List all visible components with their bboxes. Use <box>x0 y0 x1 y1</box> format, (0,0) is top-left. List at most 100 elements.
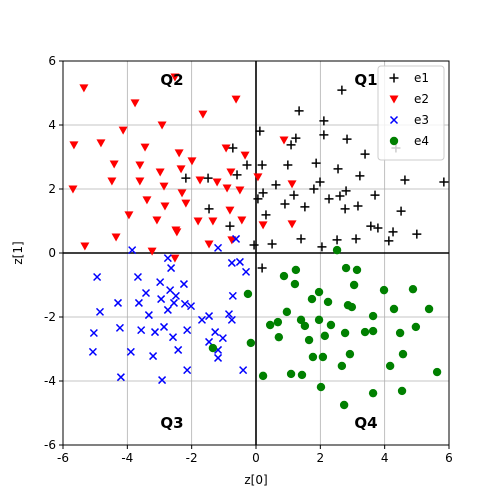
point <box>225 221 235 231</box>
point <box>337 85 347 95</box>
point <box>286 369 296 379</box>
point <box>324 194 334 204</box>
point <box>80 242 90 251</box>
point <box>385 361 395 371</box>
point <box>79 84 89 93</box>
point <box>174 149 184 158</box>
point <box>258 371 268 381</box>
y-axis-label: z[1] <box>11 241 25 264</box>
point <box>355 171 365 181</box>
point <box>115 323 124 332</box>
point <box>246 338 256 348</box>
point <box>150 328 160 337</box>
point <box>253 194 263 204</box>
point <box>304 335 314 345</box>
point <box>267 239 277 249</box>
point <box>319 116 329 126</box>
point <box>96 139 106 148</box>
point <box>370 190 380 200</box>
point <box>176 165 186 174</box>
point <box>432 367 442 377</box>
y-tick-label: 0 <box>48 246 56 260</box>
point <box>368 311 378 321</box>
point <box>279 136 289 145</box>
point <box>341 186 351 196</box>
point <box>289 190 299 200</box>
point <box>373 223 383 233</box>
point <box>300 321 310 331</box>
point <box>88 347 97 356</box>
x-tick-label: 4 <box>381 451 389 465</box>
point <box>142 196 152 205</box>
point <box>163 254 172 263</box>
point <box>265 320 275 330</box>
x-tick-label: -6 <box>57 451 69 465</box>
point <box>224 310 234 319</box>
point <box>294 106 304 116</box>
point <box>198 110 208 119</box>
point <box>314 315 324 325</box>
point <box>211 328 220 337</box>
point <box>181 199 191 208</box>
point <box>241 267 251 276</box>
legend-label: e3 <box>414 113 429 127</box>
x-tick-label: -2 <box>186 451 198 465</box>
point <box>159 182 169 191</box>
point <box>388 227 398 237</box>
x-tick-label: 6 <box>445 451 453 465</box>
point <box>156 278 165 287</box>
point <box>318 352 328 362</box>
y-tick-label: 6 <box>48 54 56 68</box>
point <box>203 173 213 183</box>
point <box>89 328 98 338</box>
point <box>333 164 343 174</box>
point <box>147 247 157 256</box>
point <box>95 307 105 316</box>
point <box>271 180 281 190</box>
point <box>204 204 214 214</box>
point <box>68 185 78 194</box>
legend-marker <box>389 136 399 146</box>
point <box>126 347 135 356</box>
point <box>226 168 236 177</box>
point <box>335 191 345 201</box>
point <box>177 189 187 198</box>
point <box>235 257 244 266</box>
point <box>273 317 283 327</box>
legend-marker <box>389 95 399 104</box>
point <box>231 95 241 104</box>
point <box>368 326 378 336</box>
point <box>116 373 125 382</box>
point <box>141 288 151 298</box>
point <box>168 333 178 342</box>
point <box>424 304 434 314</box>
point <box>296 234 306 244</box>
point <box>69 141 79 150</box>
point <box>235 186 245 195</box>
point <box>111 233 121 242</box>
point <box>124 211 134 220</box>
point <box>311 158 321 168</box>
point <box>242 160 252 170</box>
point <box>397 386 407 396</box>
point <box>157 121 167 130</box>
point <box>171 291 180 300</box>
point <box>439 177 449 187</box>
point <box>291 265 301 275</box>
point <box>149 352 158 361</box>
point <box>228 143 238 153</box>
point <box>257 160 267 170</box>
point <box>345 349 355 359</box>
legend-label: e4 <box>414 134 429 148</box>
point <box>239 366 248 375</box>
point <box>227 236 237 245</box>
point <box>352 265 362 275</box>
point <box>258 221 268 230</box>
point <box>227 315 236 324</box>
point <box>314 287 324 297</box>
point <box>319 130 329 140</box>
point <box>232 170 242 180</box>
point <box>158 376 167 385</box>
point <box>179 280 188 289</box>
